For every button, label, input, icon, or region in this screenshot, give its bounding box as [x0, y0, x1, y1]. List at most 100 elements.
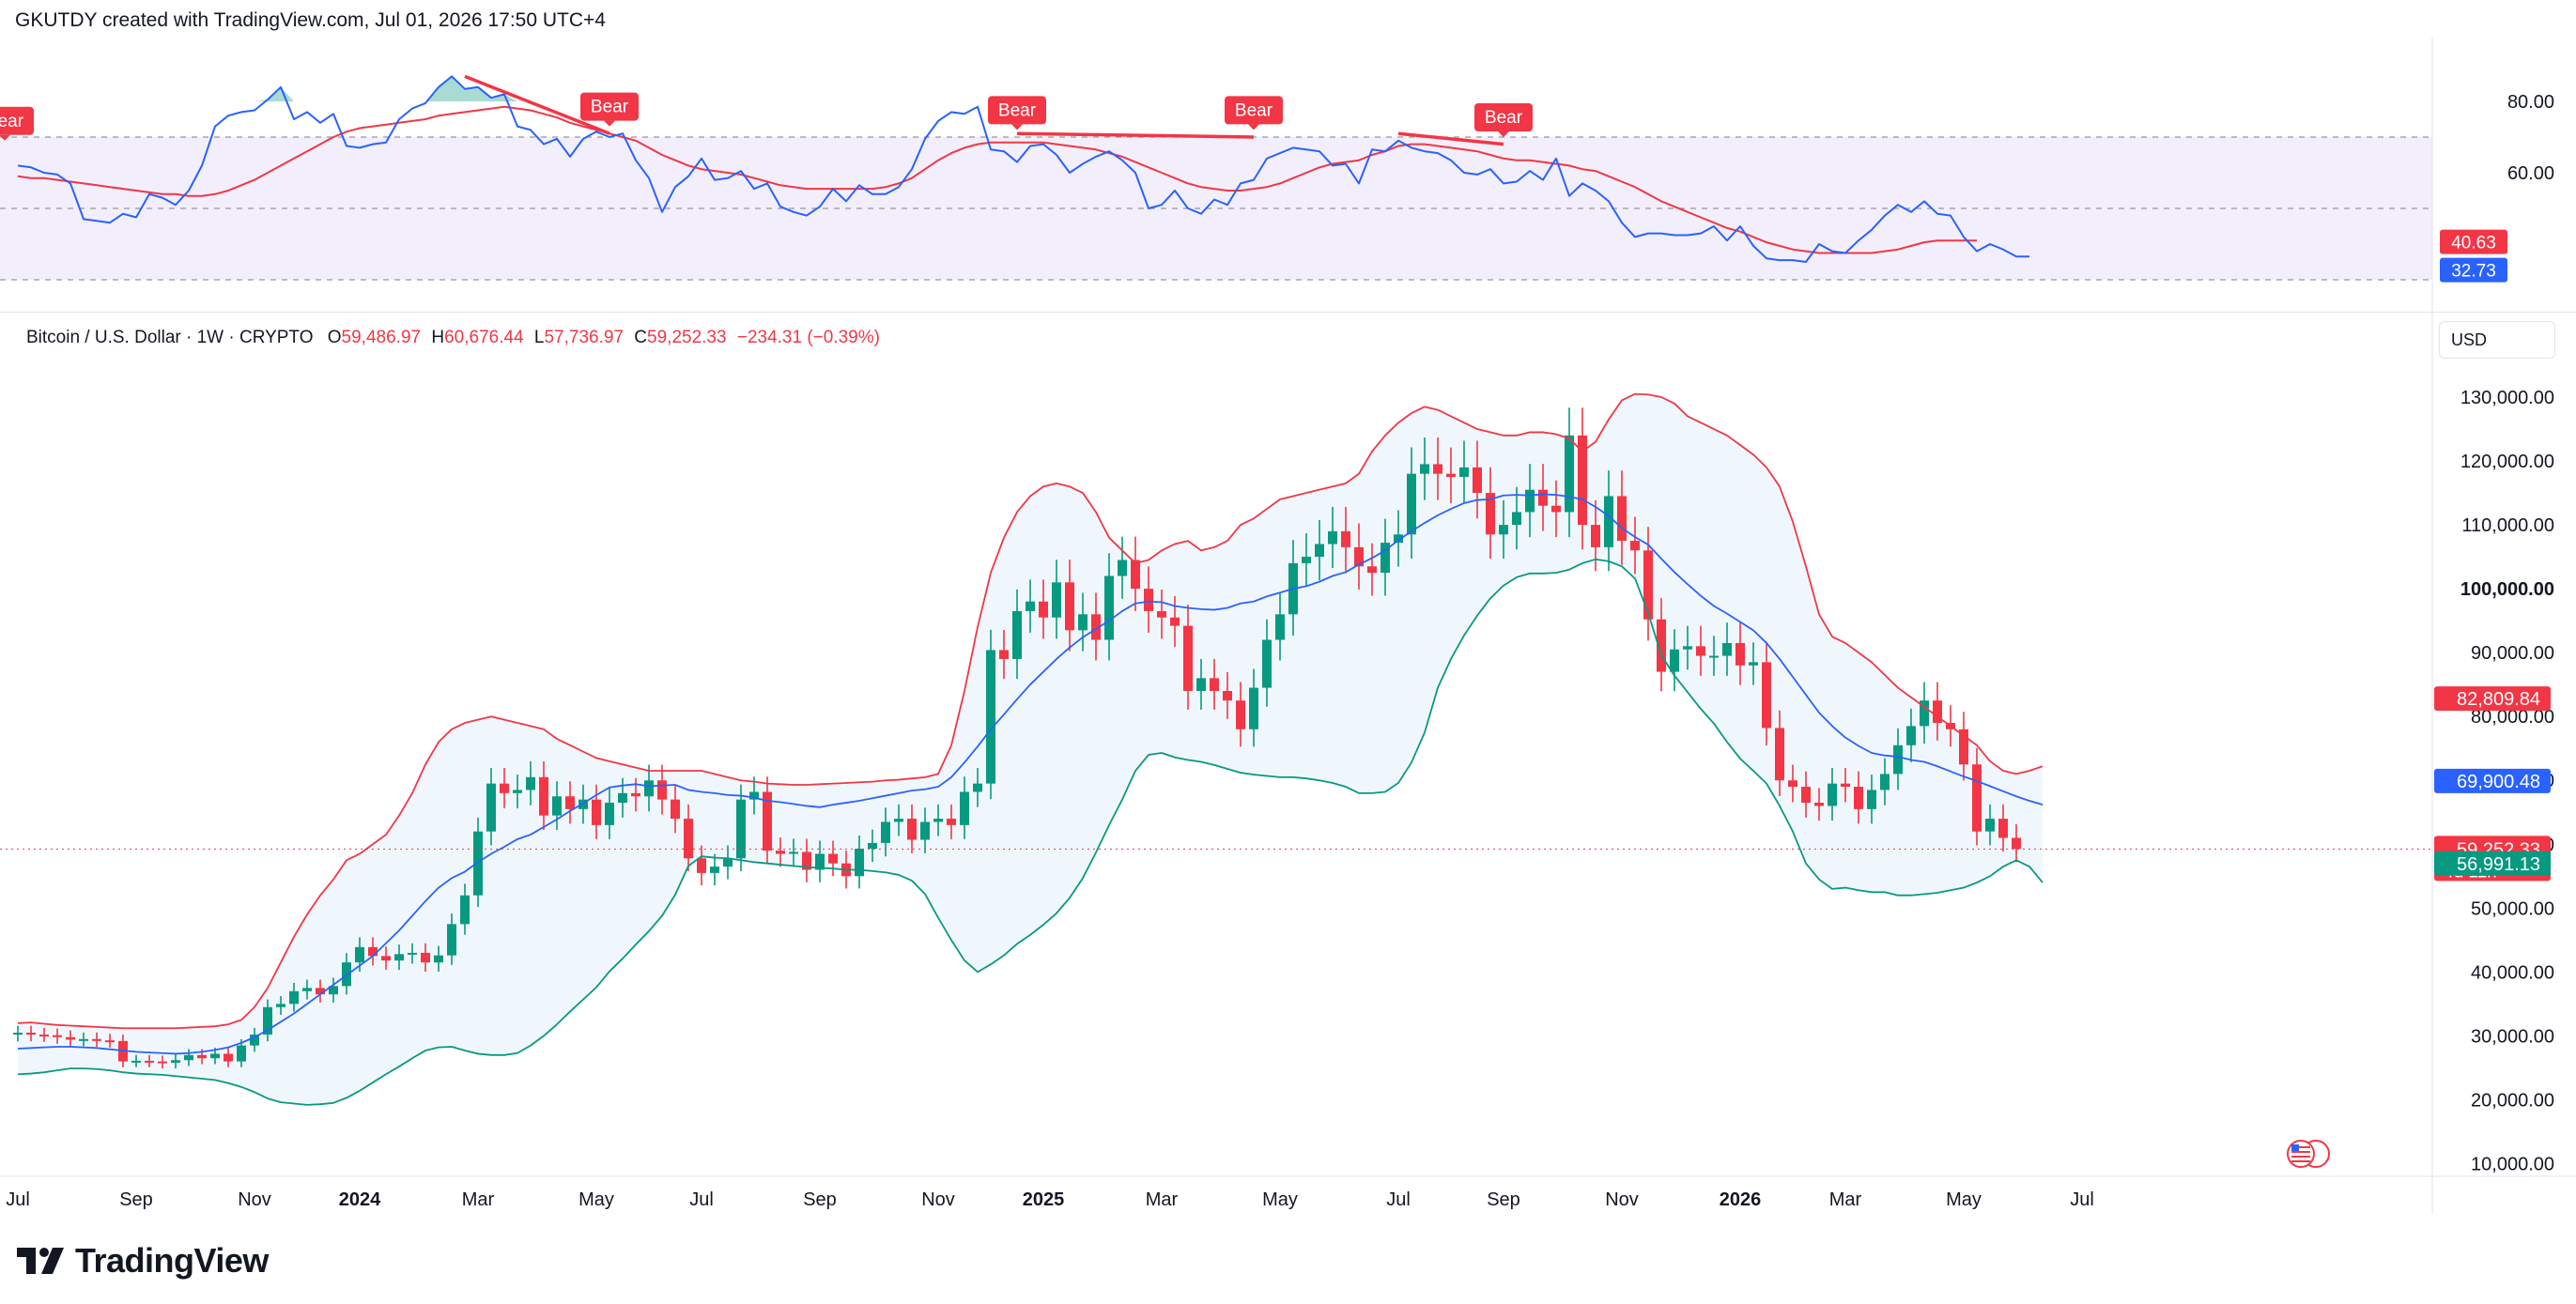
bollinger-basis-line: [17, 493, 2044, 1055]
candle-body: [815, 853, 825, 870]
candle: [1026, 579, 1035, 633]
candle: [1841, 768, 1850, 803]
candle-body: [105, 1040, 115, 1043]
candle: [224, 1047, 233, 1067]
bear-marker-box: [1225, 96, 1283, 125]
legend-change: −234.31 (−0.39%): [736, 328, 880, 347]
candle-body: [184, 1054, 193, 1061]
candle: [697, 845, 706, 886]
candle: [881, 807, 890, 857]
candle: [1315, 520, 1324, 581]
candle-body: [947, 819, 956, 825]
candle: [79, 1032, 88, 1047]
candle-body: [237, 1045, 246, 1062]
candle: [933, 804, 943, 836]
candle-body: [1499, 525, 1508, 535]
candle: [513, 775, 522, 809]
candle: [1578, 407, 1587, 550]
candle-body: [197, 1054, 207, 1059]
candle-body: [210, 1053, 220, 1059]
rsi-tick-label-1: 60.00: [2507, 163, 2554, 184]
bear-marker-pointer: [1011, 124, 1023, 130]
candle-body: [1210, 678, 1219, 691]
candle-body: [1920, 700, 1929, 727]
bollinger-upper-line: [17, 392, 2044, 1030]
candle-body: [1854, 787, 1863, 809]
candle-body: [1525, 489, 1535, 513]
tradingview-logo[interactable]: TradingView: [17, 1241, 269, 1281]
candle-body: [1052, 582, 1061, 618]
price-tick-label-3: 100,000.00: [2460, 579, 2554, 600]
candle: [1065, 560, 1074, 652]
time-tick-label-5: May: [578, 1189, 614, 1210]
candle: [1499, 499, 1508, 560]
legend-symbol: Bitcoin / U.S. Dollar · 1W · CRYPTO: [26, 328, 314, 347]
candle: [1709, 636, 1719, 676]
candle: [1223, 671, 1232, 719]
candle-body: [92, 1038, 101, 1041]
time-tick-label-1: Sep: [119, 1189, 153, 1210]
candle: [158, 1055, 167, 1069]
candle: [447, 913, 456, 965]
candle-body: [1367, 566, 1377, 574]
candle: [1302, 533, 1311, 587]
candle: [736, 784, 746, 872]
candle: [1104, 553, 1114, 661]
candle: [1617, 470, 1627, 565]
candle: [605, 788, 614, 839]
candle: [39, 1027, 49, 1042]
rsi-last-value-text: 32.73: [2451, 262, 2496, 282]
candle: [66, 1030, 75, 1047]
candle-body: [1735, 642, 1745, 666]
candle: [1459, 440, 1469, 504]
candle-body: [394, 954, 404, 961]
time-tick-label-13: Sep: [1487, 1189, 1520, 1210]
symbol-legend[interactable]: Bitcoin / U.S. Dollar · 1W · CRYPTO O59,…: [26, 328, 880, 348]
candle: [1433, 437, 1442, 500]
candle-body: [539, 776, 548, 816]
candle-body: [1788, 780, 1797, 788]
candle: [565, 781, 575, 824]
candle-body: [447, 924, 456, 956]
candle: [1196, 658, 1206, 710]
bear-marker-label: Bear: [591, 98, 629, 117]
bollinger-lower-line: [17, 558, 2044, 1106]
currency-button[interactable]: USD: [2439, 321, 2555, 359]
candle: [1249, 668, 1258, 747]
candle-body: [1183, 625, 1193, 691]
bear-marker-label: Bear: [0, 112, 24, 131]
bear-marker-3: Bear: [1225, 96, 1283, 130]
candle-body: [460, 895, 470, 925]
price-last-value-text: 82,809.84: [2457, 689, 2540, 710]
time-tick-label-3: 2024: [339, 1189, 381, 1210]
time-tick-label-14: Nov: [1605, 1189, 1639, 1210]
candle-body: [250, 1035, 259, 1046]
bear-marker-1: Bear: [580, 92, 639, 127]
candle-body: [802, 851, 811, 870]
candle-body: [657, 780, 667, 800]
bear-marker-box: [580, 92, 639, 121]
candle: [855, 835, 864, 889]
price-tick-label-12: 10,000.00: [2471, 1154, 2554, 1174]
candle-body: [618, 792, 627, 804]
candle-body: [881, 821, 890, 843]
candle-body: [1459, 467, 1469, 478]
tradingview-logo-icon: [17, 1248, 64, 1274]
candle: [394, 944, 404, 971]
candle-body: [1709, 655, 1719, 658]
price-last-value-0: 82,809.84: [2434, 686, 2551, 712]
candle-body: [749, 791, 759, 800]
candle: [1670, 629, 1679, 692]
candle: [1039, 579, 1048, 639]
candle-body: [289, 990, 299, 1005]
candle-body: [1328, 530, 1337, 545]
candle-body: [1315, 544, 1324, 558]
candle-body: [723, 858, 733, 867]
candle: [1722, 622, 1732, 676]
candle-body: [565, 796, 575, 809]
legend-low-value: 57,736.97: [544, 328, 625, 347]
candle-body: [986, 650, 995, 784]
candle: [1906, 708, 1916, 762]
pane-divider[interactable]: [0, 312, 2576, 313]
candle-body: [894, 819, 903, 822]
